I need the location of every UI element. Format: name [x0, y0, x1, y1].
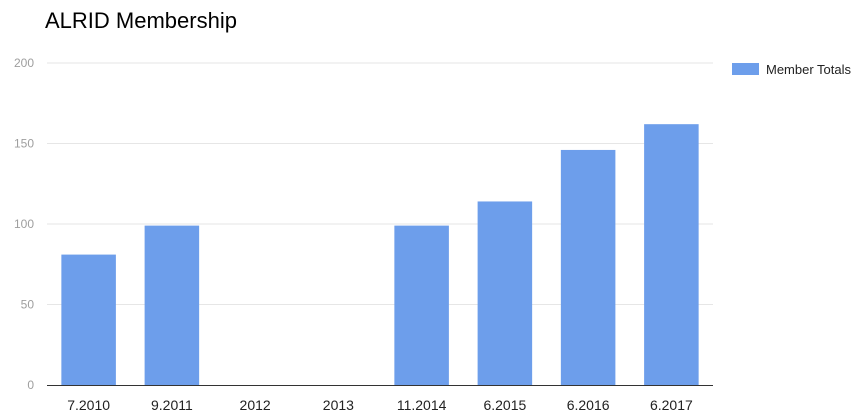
bar-9-2011[interactable] [144, 225, 200, 385]
x-tick-label: 9.2011 [151, 397, 193, 412]
bar-6-2017[interactable] [644, 124, 699, 386]
bar-11-2014[interactable] [394, 225, 449, 385]
x-tick-label: 6.2016 [567, 397, 610, 412]
y-tick-label: 200 [14, 56, 34, 70]
x-tick-label: 11.2014 [397, 397, 447, 412]
bars [61, 124, 699, 386]
y-tick-label: 100 [14, 217, 34, 231]
x-tick-label: 2012 [240, 397, 271, 412]
y-tick-label: 0 [27, 378, 34, 392]
x-tick-label: 6.2017 [650, 397, 693, 412]
x-axis: 7.2010 9.2011 2012 2013 11.2014 6.2015 6.2016 6… [67, 397, 693, 412]
legend: Member Totals [732, 62, 852, 77]
bar-6-2015[interactable] [477, 201, 533, 385]
y-axis: 0 50 100 150 200 [14, 56, 34, 392]
x-tick-label: 2013 [323, 397, 354, 412]
legend-label: Member Totals [766, 62, 852, 77]
bar-7-2010[interactable] [61, 254, 116, 385]
x-tick-label: 6.2015 [483, 397, 526, 412]
legend-swatch [732, 63, 759, 75]
x-tick-label: 7.2010 [67, 397, 110, 412]
bar-6-2016[interactable] [560, 149, 616, 385]
chart-title: ALRID Membership [45, 8, 237, 33]
y-tick-label: 150 [14, 137, 34, 151]
y-tick-label: 50 [21, 298, 35, 312]
